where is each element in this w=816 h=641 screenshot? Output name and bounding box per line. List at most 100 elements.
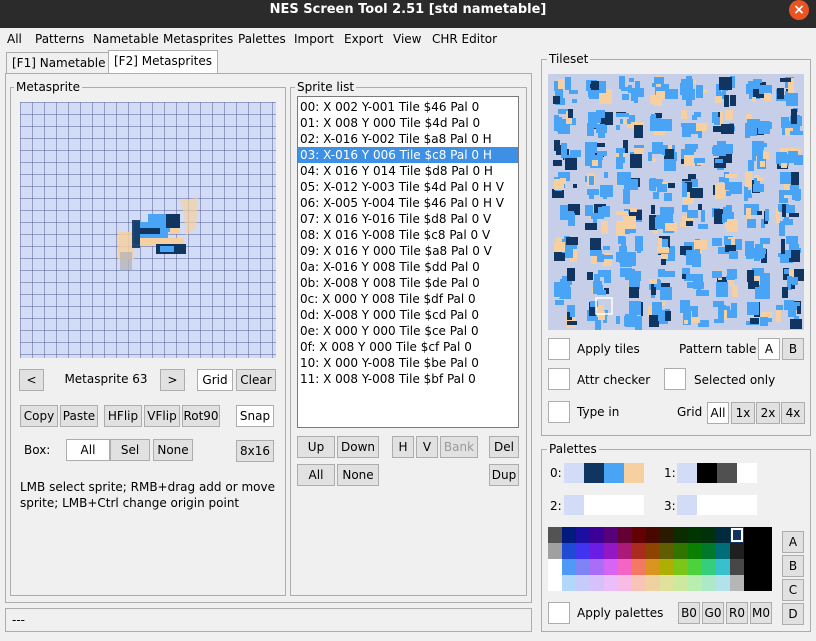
sprite-row-0b[interactable]: 0b: X-008 Y 008 Tile $de Pal 0 bbox=[300, 276, 480, 290]
menu-import[interactable]: Import bbox=[294, 32, 334, 46]
master-palette-color[interactable] bbox=[702, 559, 716, 575]
tab-metasprites[interactable]: [F2] Metasprites bbox=[108, 50, 218, 74]
sprite-down-button[interactable]: Down bbox=[337, 436, 379, 458]
palette-2[interactable] bbox=[564, 495, 644, 515]
tileset-grid-all-button[interactable]: All bbox=[707, 402, 729, 424]
master-palette-color[interactable] bbox=[660, 543, 674, 559]
pattern-table-a-button[interactable]: A bbox=[758, 338, 780, 360]
palette-swatch[interactable] bbox=[677, 495, 697, 515]
palette-swatch[interactable] bbox=[737, 495, 757, 515]
tileset-grid-1x-button[interactable]: 1x bbox=[731, 402, 755, 424]
master-palette-color[interactable] bbox=[758, 527, 772, 543]
master-palette-color[interactable] bbox=[590, 543, 604, 559]
snap-toggle-button[interactable]: Snap bbox=[236, 405, 274, 427]
master-palette-color[interactable] bbox=[716, 575, 730, 591]
emphasis-r0-button[interactable]: R0 bbox=[726, 602, 748, 624]
sprite-row-02[interactable]: 02: X-016 Y-002 Tile $a8 Pal 0 H bbox=[300, 132, 492, 146]
master-palette-color[interactable] bbox=[632, 543, 646, 559]
sprite-hflip-button[interactable]: H bbox=[392, 436, 414, 458]
master-palette-color[interactable] bbox=[688, 575, 702, 591]
palette-3[interactable] bbox=[677, 495, 757, 515]
master-palette-color[interactable] bbox=[758, 559, 772, 575]
sprite-row-04[interactable]: 04: X 016 Y 014 Tile $d8 Pal 0 H bbox=[300, 164, 493, 178]
type-in-checkbox[interactable] bbox=[548, 401, 570, 423]
tab-nametable[interactable]: [F1] Nametable bbox=[6, 52, 112, 74]
menu-view[interactable]: View bbox=[393, 32, 422, 46]
master-palette-color[interactable] bbox=[604, 543, 618, 559]
palette-swatch[interactable] bbox=[564, 495, 584, 515]
master-palette-color[interactable] bbox=[716, 543, 730, 559]
master-palette-color[interactable] bbox=[758, 543, 772, 559]
palette-swatch[interactable] bbox=[564, 463, 584, 483]
master-palette-color[interactable] bbox=[730, 543, 744, 559]
palette-0[interactable] bbox=[564, 463, 644, 483]
palette-1[interactable] bbox=[677, 463, 757, 483]
master-palette-color[interactable] bbox=[744, 543, 758, 559]
emphasis-g0-button[interactable]: G0 bbox=[702, 602, 724, 624]
palette-set-d-button[interactable]: D bbox=[782, 603, 804, 625]
sprite-duplicate-button[interactable]: Dup bbox=[489, 464, 519, 486]
sprite-size-button[interactable]: 8x16 bbox=[236, 440, 274, 462]
master-palette-color[interactable] bbox=[660, 575, 674, 591]
master-palette-color[interactable] bbox=[646, 527, 660, 543]
master-palette-color[interactable] bbox=[730, 559, 744, 575]
palette-set-b-button[interactable]: B bbox=[782, 555, 804, 577]
selected-only-checkbox[interactable] bbox=[664, 368, 686, 390]
box-sel-button[interactable]: Sel bbox=[110, 439, 150, 461]
menu-export[interactable]: Export bbox=[344, 32, 384, 46]
master-palette-color[interactable] bbox=[604, 575, 618, 591]
master-palette-color[interactable] bbox=[590, 559, 604, 575]
palette-set-c-button[interactable]: C bbox=[782, 579, 804, 601]
master-palette-color[interactable] bbox=[688, 559, 702, 575]
master-palette-color[interactable] bbox=[730, 527, 744, 543]
master-palette-color[interactable] bbox=[702, 575, 716, 591]
master-palette-color[interactable] bbox=[562, 543, 576, 559]
palette-swatch[interactable] bbox=[717, 463, 737, 483]
sprite-row-0f[interactable]: 0f: X 008 Y 000 Tile $cf Pal 0 bbox=[300, 340, 472, 354]
master-palette-color[interactable] bbox=[660, 527, 674, 543]
palette-swatch[interactable] bbox=[604, 495, 624, 515]
sprite-row-08[interactable]: 08: X 016 Y-008 Tile $c8 Pal 0 V bbox=[300, 228, 491, 242]
sprite-row-00[interactable]: 00: X 002 Y-001 Tile $46 Pal 0 bbox=[300, 100, 480, 114]
box-all-button[interactable]: All bbox=[66, 439, 110, 461]
sprite-delete-button[interactable]: Del bbox=[489, 436, 519, 458]
next-metasprite-button[interactable]: > bbox=[160, 369, 185, 391]
metasprite-canvas[interactable] bbox=[20, 102, 276, 358]
master-palette-color[interactable] bbox=[646, 575, 660, 591]
sprite-row-0a[interactable]: 0a: X-016 Y 008 Tile $dd Pal 0 bbox=[300, 260, 480, 274]
apply-tiles-checkbox[interactable] bbox=[548, 338, 570, 360]
apply-palettes-checkbox[interactable] bbox=[548, 602, 570, 624]
palette-swatch[interactable] bbox=[624, 463, 644, 483]
master-palette-color[interactable] bbox=[632, 559, 646, 575]
master-palette-color[interactable] bbox=[618, 543, 632, 559]
sprite-row-05[interactable]: 05: X-012 Y-003 Tile $4d Pal 0 H V bbox=[300, 180, 504, 194]
prev-metasprite-button[interactable]: < bbox=[19, 369, 44, 391]
master-palette-color[interactable] bbox=[562, 575, 576, 591]
hflip-button[interactable]: HFlip bbox=[104, 405, 142, 427]
palette-swatch[interactable] bbox=[697, 495, 717, 515]
sprite-row-03[interactable]: 03: X-016 Y 006 Tile $c8 Pal 0 H bbox=[298, 147, 518, 163]
sprite-up-button[interactable]: Up bbox=[297, 436, 335, 458]
master-palette-color[interactable] bbox=[576, 559, 590, 575]
menu-all[interactable]: All bbox=[7, 32, 22, 46]
paste-button[interactable]: Paste bbox=[60, 405, 98, 427]
sprite-list[interactable]: 00: X 002 Y-001 Tile $46 Pal 0 01: X 008… bbox=[297, 96, 519, 428]
master-palette-color[interactable] bbox=[716, 527, 730, 543]
emphasis-m0-button[interactable]: M0 bbox=[750, 602, 772, 624]
sprite-row-06[interactable]: 06: X-005 Y-004 Tile $46 Pal 0 H V bbox=[300, 196, 504, 210]
clear-button[interactable]: Clear bbox=[236, 369, 276, 391]
master-palette-color[interactable] bbox=[744, 527, 758, 543]
master-palette-color[interactable] bbox=[548, 575, 562, 591]
pattern-table-b-button[interactable]: B bbox=[782, 338, 804, 360]
master-palette-color[interactable] bbox=[660, 559, 674, 575]
master-palette-color[interactable] bbox=[576, 575, 590, 591]
grid-toggle-button[interactable]: Grid bbox=[197, 369, 233, 391]
master-palette-color[interactable] bbox=[590, 575, 604, 591]
menu-metasprites[interactable]: Metasprites bbox=[163, 32, 234, 46]
sprite-bank-button[interactable]: Bank bbox=[440, 436, 478, 458]
emphasis-b0-button[interactable]: B0 bbox=[678, 602, 700, 624]
master-palette-color[interactable] bbox=[618, 527, 632, 543]
master-palette-color[interactable] bbox=[618, 575, 632, 591]
master-palette-color[interactable] bbox=[702, 543, 716, 559]
tileset-grid-4x-button[interactable]: 4x bbox=[781, 402, 805, 424]
